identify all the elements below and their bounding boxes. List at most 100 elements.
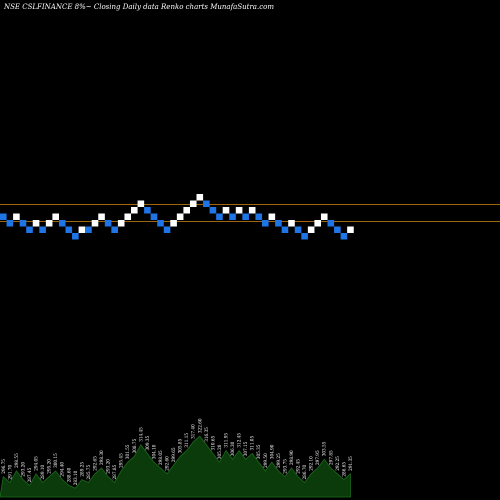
renko-brick-down [65, 226, 73, 233]
renko-brick-down [104, 220, 112, 227]
volume-label: 295.45 [119, 453, 124, 468]
volume-label: 294.40 [60, 462, 65, 477]
renko-brick-down [275, 220, 282, 227]
renko-brick-down [203, 200, 210, 207]
renko-brick-down [340, 233, 348, 240]
volume-label: 287.85 [112, 465, 117, 480]
volume-label: 304.90 [269, 444, 274, 459]
renko-brick-down [163, 226, 171, 233]
renko-brick-down [157, 220, 164, 227]
volume-label: 306.30 [230, 441, 235, 456]
renko-brick-down [19, 220, 27, 227]
volume-label: 314.45 [138, 427, 143, 442]
volume-label: 316.35 [204, 427, 209, 442]
renko-brick-down [85, 226, 92, 233]
chart-title: NSE CSLFINANCE 8%~ Closing Daily data Re… [3, 3, 274, 11]
volume-label: 287.45 [27, 467, 32, 482]
renko-brick-down [72, 233, 79, 240]
volume-label: 296.75 [1, 459, 6, 474]
volume-label: 311.05 [250, 436, 255, 451]
renko-brick-up [320, 213, 328, 220]
renko-brick-up [189, 200, 197, 207]
volume-label: 297.85 [328, 450, 333, 465]
volume-label: 294.05 [34, 456, 39, 471]
volume-label: 305.35 [256, 444, 261, 459]
volume-label: 291.70 [7, 465, 12, 480]
volume-label: 303.55 [322, 441, 327, 456]
volume-label: 285.75 [86, 465, 91, 480]
volume-label: 293.20 [20, 462, 25, 477]
renko-brick-down [281, 226, 289, 233]
volume-label: 291.35 [348, 456, 353, 471]
volume-label: 286.70 [302, 465, 307, 480]
renko-brick-up [13, 213, 20, 220]
volume-label: 288.60 [66, 467, 71, 482]
renko-brick-down [209, 207, 217, 214]
renko-brick-up [307, 226, 315, 233]
volume-label: 307.15 [243, 441, 248, 456]
volume-label: 300.15 [53, 453, 58, 468]
volume-label: 299.25 [276, 453, 281, 468]
volume-label: 305.85 [178, 438, 183, 453]
volume-label: 309.35 [145, 436, 150, 451]
renko-brick-up [32, 220, 40, 227]
renko-brick-up [137, 200, 145, 207]
renko-brick-down [294, 226, 302, 233]
renko-brick-down [39, 226, 46, 233]
renko-brick-down [229, 213, 236, 220]
volume-label: 289.25 [79, 462, 84, 477]
renko-bricks [0, 194, 354, 240]
renko-brick-down [0, 213, 7, 220]
volume-label: 298.05 [158, 450, 163, 465]
renko-brick-down [6, 220, 14, 227]
renko-brick-down [242, 213, 249, 220]
renko-brick-up [117, 220, 125, 227]
renko-brick-down [144, 207, 151, 214]
reference-lines [0, 204, 500, 222]
volume-label: 292.10 [309, 456, 314, 471]
volume-label: 297.95 [315, 450, 320, 465]
renko-brick-up [98, 213, 105, 220]
volume-label: 292.65 [93, 456, 98, 471]
renko-brick-up [196, 194, 204, 201]
renko-brick-down [58, 220, 66, 227]
volume-label: 299.50 [263, 453, 268, 468]
renko-brick-down [216, 213, 223, 220]
renko-brick-down [327, 220, 335, 227]
volume-label: 299.65 [171, 447, 176, 462]
volume-label: 293.75 [282, 459, 287, 474]
renko-brick-up [78, 226, 86, 233]
renko-brick-down [301, 233, 308, 240]
renko-brick-down [111, 226, 118, 233]
renko-brick-up [170, 220, 177, 227]
volume-label: 304.10 [151, 444, 156, 459]
renko-brick-up [235, 207, 243, 214]
volume-label: 298.55 [14, 453, 19, 468]
volume-label: 301.55 [125, 444, 130, 459]
volume-label: 308.75 [132, 438, 137, 453]
renko-brick-up [45, 220, 53, 227]
volume-label: 289.10 [40, 465, 45, 480]
renko-brick-down [334, 226, 341, 233]
volume-area-path [0, 435, 351, 498]
renko-brick-up [91, 220, 99, 227]
renko-brick-up [268, 213, 276, 220]
renko-brick-up [347, 226, 354, 233]
renko-brick-up [176, 213, 184, 220]
renko-brick-up [131, 207, 138, 214]
volume-label: 293.20 [106, 459, 111, 474]
volume-label: 305.20 [217, 444, 222, 459]
volume-label: 292.45 [296, 459, 301, 474]
volume-label: 322.60 [197, 418, 202, 433]
renko-brick-up [248, 207, 256, 214]
renko-brick-up [314, 220, 321, 227]
volume-label: 317.40 [191, 424, 196, 439]
renko-brick-down [26, 226, 33, 233]
volume-label: 298.30 [99, 450, 104, 465]
volume-label: 295.20 [47, 459, 52, 474]
volume-label: 311.15 [184, 433, 189, 448]
volume-label: 312.45 [237, 433, 242, 448]
renko-brick-up [222, 207, 230, 214]
